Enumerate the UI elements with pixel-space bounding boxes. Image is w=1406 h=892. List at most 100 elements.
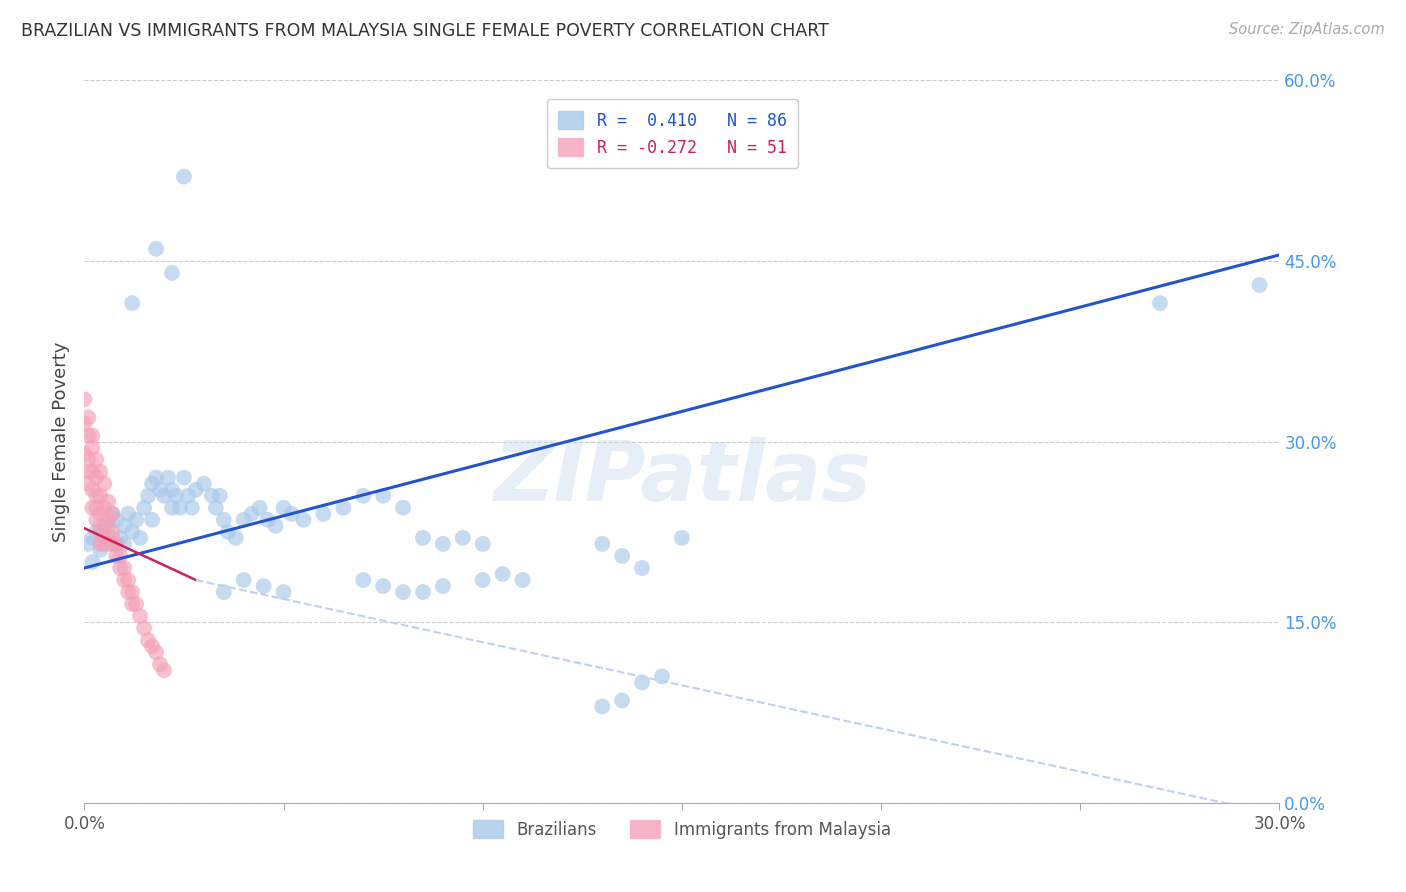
Point	[112, 561, 135, 575]
Point	[149, 657, 172, 672]
Point	[145, 645, 167, 659]
Point	[82, 500, 104, 515]
Point	[82, 483, 104, 497]
Point	[89, 542, 111, 557]
Legend: Brazilians, Immigrants from Malaysia: Brazilians, Immigrants from Malaysia	[463, 810, 901, 848]
Point	[110, 531, 132, 545]
Point	[77, 476, 100, 491]
Point	[160, 483, 183, 497]
Point	[82, 441, 104, 455]
Point	[105, 513, 128, 527]
Point	[82, 428, 104, 442]
Point	[86, 470, 108, 484]
Point	[93, 531, 115, 545]
Point	[591, 699, 613, 714]
Point	[132, 621, 156, 635]
Point	[77, 452, 100, 467]
Point	[121, 296, 143, 310]
Point	[73, 392, 96, 407]
Point	[105, 549, 128, 563]
Point	[212, 585, 235, 599]
Point	[173, 470, 195, 484]
Point	[132, 500, 156, 515]
Point	[86, 513, 108, 527]
Point	[631, 675, 654, 690]
Point	[105, 537, 128, 551]
Point	[612, 549, 634, 563]
Point	[110, 549, 132, 563]
Text: ZIPatlas: ZIPatlas	[494, 437, 870, 518]
Point	[89, 507, 111, 521]
Point	[312, 507, 335, 521]
Point	[373, 579, 395, 593]
Point	[471, 537, 494, 551]
Point	[373, 489, 395, 503]
Point	[591, 537, 613, 551]
Point	[145, 242, 167, 256]
Point	[89, 489, 111, 503]
Point	[512, 573, 534, 587]
Point	[129, 531, 152, 545]
Point	[93, 476, 115, 491]
Point	[86, 524, 108, 539]
Point	[232, 513, 254, 527]
Point	[651, 669, 673, 683]
Y-axis label: Single Female Poverty: Single Female Poverty	[52, 342, 70, 541]
Point	[125, 597, 148, 611]
Point	[77, 537, 100, 551]
Point	[93, 537, 115, 551]
Point	[205, 500, 228, 515]
Point	[97, 494, 120, 508]
Point	[82, 555, 104, 569]
Point	[256, 513, 278, 527]
Point	[89, 537, 111, 551]
Point	[173, 169, 195, 184]
Point	[193, 476, 215, 491]
Point	[101, 524, 124, 539]
Point	[73, 417, 96, 431]
Point	[97, 518, 120, 533]
Point	[153, 664, 176, 678]
Point	[217, 524, 239, 539]
Point	[352, 573, 374, 587]
Point	[101, 507, 124, 521]
Point	[86, 489, 108, 503]
Point	[264, 518, 287, 533]
Point	[671, 531, 693, 545]
Point	[631, 561, 654, 575]
Point	[112, 573, 135, 587]
Point	[125, 513, 148, 527]
Point	[136, 489, 159, 503]
Point	[160, 266, 183, 280]
Point	[165, 489, 187, 503]
Point	[612, 693, 634, 707]
Point	[412, 531, 434, 545]
Point	[86, 452, 108, 467]
Point	[121, 585, 143, 599]
Point	[280, 507, 302, 521]
Point	[225, 531, 247, 545]
Point	[117, 507, 139, 521]
Text: Source: ZipAtlas.com: Source: ZipAtlas.com	[1229, 22, 1385, 37]
Point	[97, 531, 120, 545]
Point	[181, 500, 204, 515]
Point	[432, 537, 454, 551]
Point	[292, 513, 315, 527]
Point	[492, 567, 515, 582]
Point	[89, 465, 111, 479]
Point	[471, 573, 494, 587]
Point	[121, 597, 143, 611]
Point	[117, 573, 139, 587]
Point	[392, 500, 415, 515]
Point	[112, 518, 135, 533]
Point	[97, 537, 120, 551]
Point	[169, 500, 191, 515]
Point	[249, 500, 271, 515]
Point	[1149, 296, 1171, 310]
Point	[184, 483, 207, 497]
Point	[432, 579, 454, 593]
Point	[212, 513, 235, 527]
Point	[121, 524, 143, 539]
Point	[157, 470, 180, 484]
Point	[82, 531, 104, 545]
